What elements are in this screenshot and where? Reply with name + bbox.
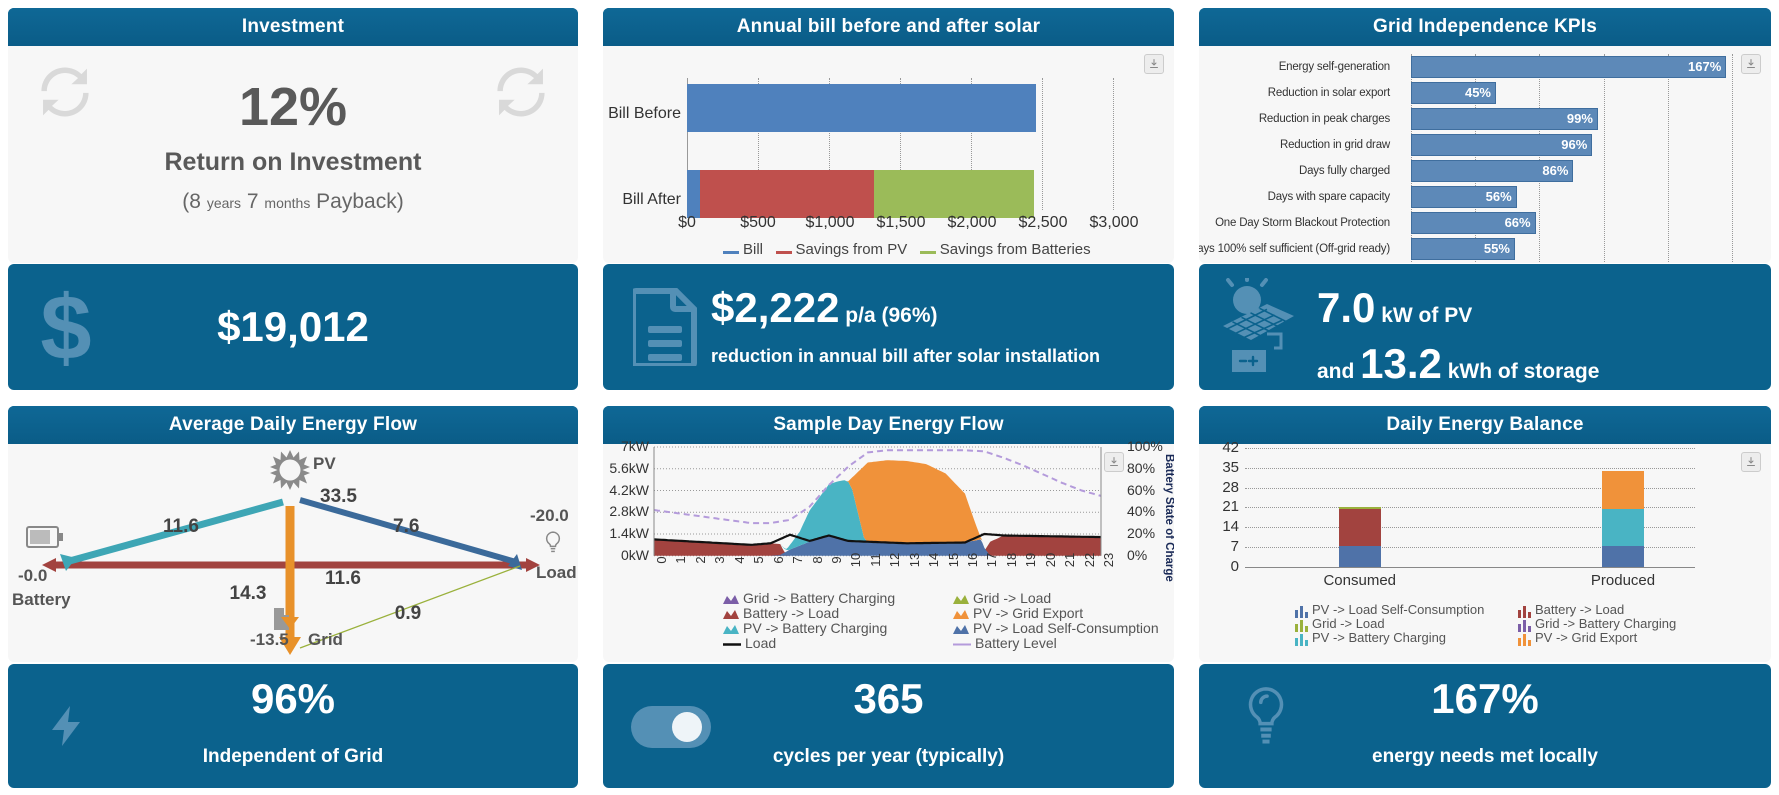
svg-text:11.6: 11.6 (325, 568, 361, 589)
svg-text:14.3: 14.3 (230, 583, 267, 604)
svg-text:11.6: 11.6 (163, 516, 199, 537)
svg-text:7.6: 7.6 (393, 516, 419, 537)
svg-text:33.5: 33.5 (320, 486, 357, 507)
svg-text:0.9: 0.9 (395, 603, 421, 624)
